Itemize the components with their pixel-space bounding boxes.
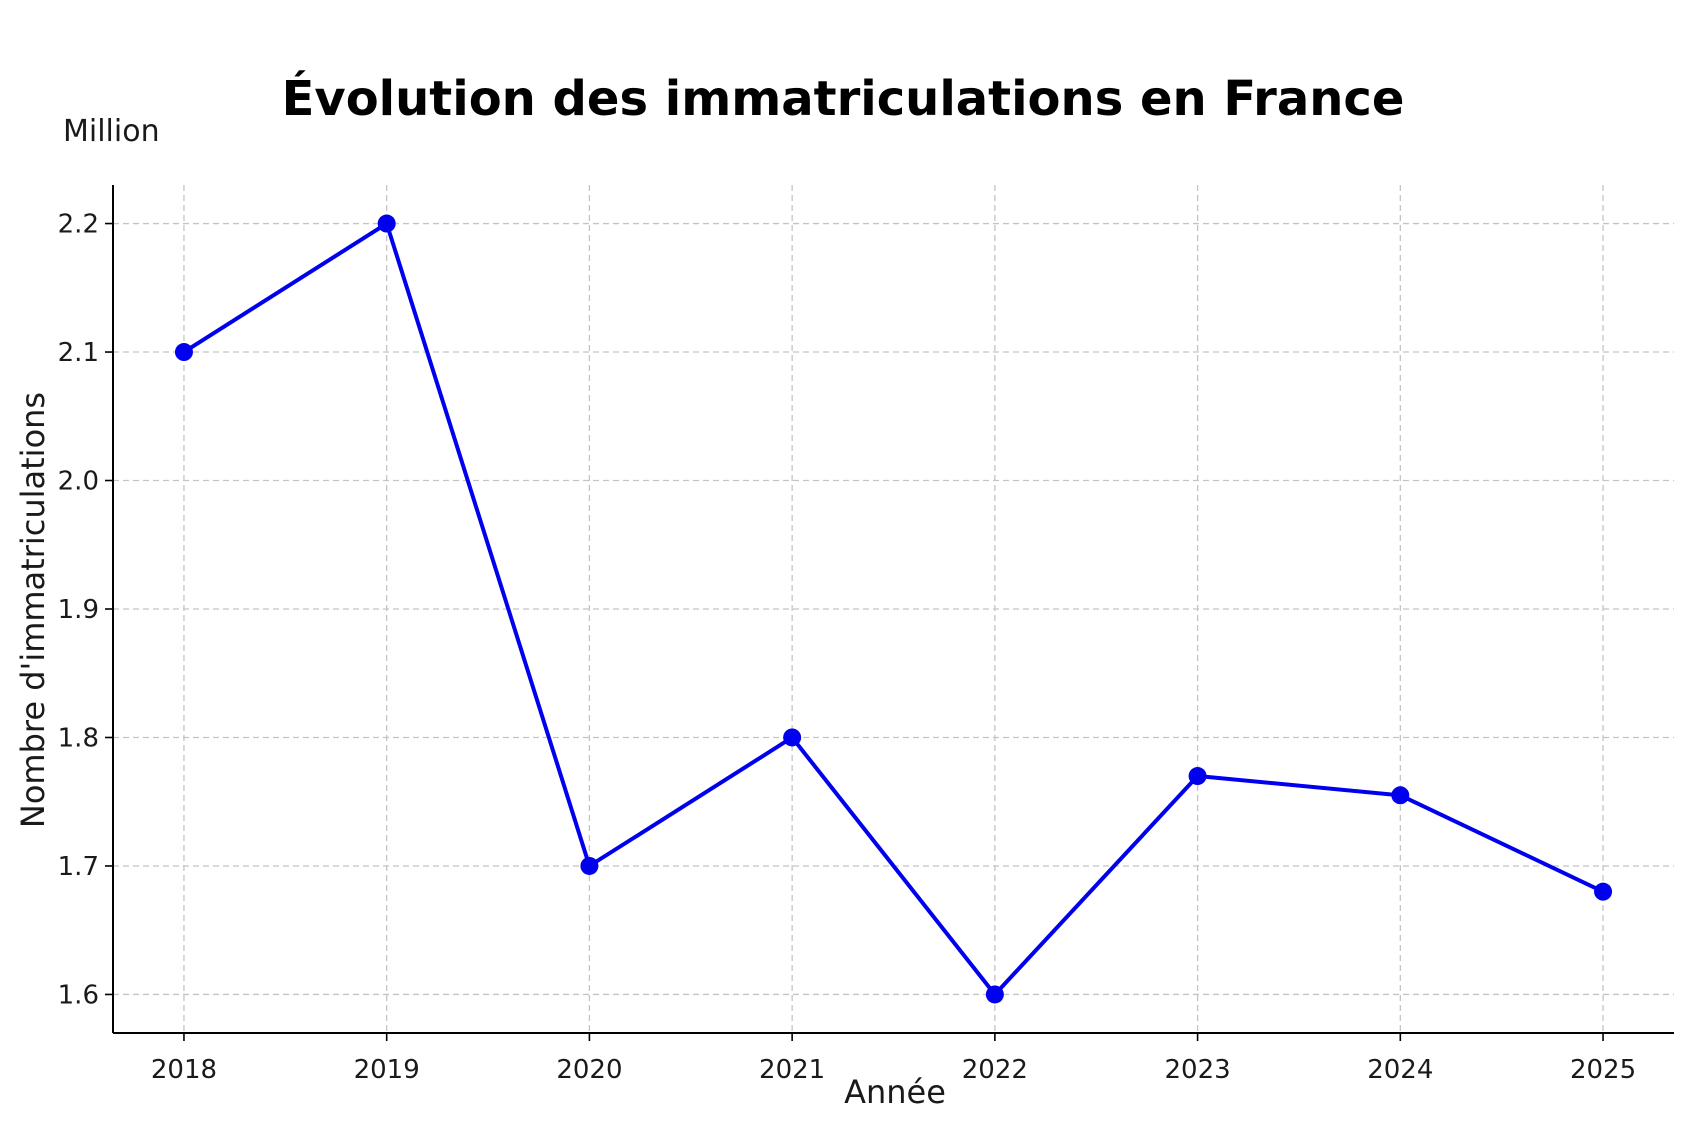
x-tick-label: 2025 <box>1570 1055 1636 1085</box>
series-line <box>181 221 1606 997</box>
data-point <box>377 214 396 233</box>
x-tick-label: 2022 <box>962 1055 1028 1085</box>
data-point <box>783 728 802 747</box>
data-point <box>1391 786 1410 805</box>
x-tick-label: 2020 <box>556 1055 622 1085</box>
y-axis-label: Nombre d'immatriculations <box>14 392 52 828</box>
y-tick-label: 1.6 <box>58 980 99 1010</box>
data-point <box>580 856 599 875</box>
chart-title: Évolution des immatriculations en France <box>282 70 1405 127</box>
grid <box>113 185 1674 1033</box>
x-tick-label: 2018 <box>151 1055 217 1085</box>
y-tick-label: 2.0 <box>58 467 99 497</box>
y-tick-label: 2.1 <box>58 338 99 368</box>
series <box>174 214 1613 1004</box>
y-tick-label: 1.9 <box>58 595 99 625</box>
x-tick-label: 2023 <box>1165 1055 1231 1085</box>
x-axis-label: Année <box>844 1073 946 1111</box>
y-unit-label: Million <box>63 114 160 149</box>
x-tick-label: 2021 <box>759 1055 825 1085</box>
y-tick-label: 1.7 <box>58 852 99 882</box>
data-point <box>174 343 193 362</box>
data-point <box>1594 882 1613 901</box>
x-tick-label: 2024 <box>1367 1055 1433 1085</box>
y-tick-label: 2.2 <box>58 210 99 240</box>
data-point <box>985 985 1004 1004</box>
tick-labels: 2018 2019 2020 2021 2022 2023 2024 2025 1.6 1.7 1.… <box>58 210 1636 1085</box>
x-tick-label: 2019 <box>354 1055 420 1085</box>
y-tick-label: 1.8 <box>58 723 99 753</box>
data-point <box>1188 767 1207 786</box>
